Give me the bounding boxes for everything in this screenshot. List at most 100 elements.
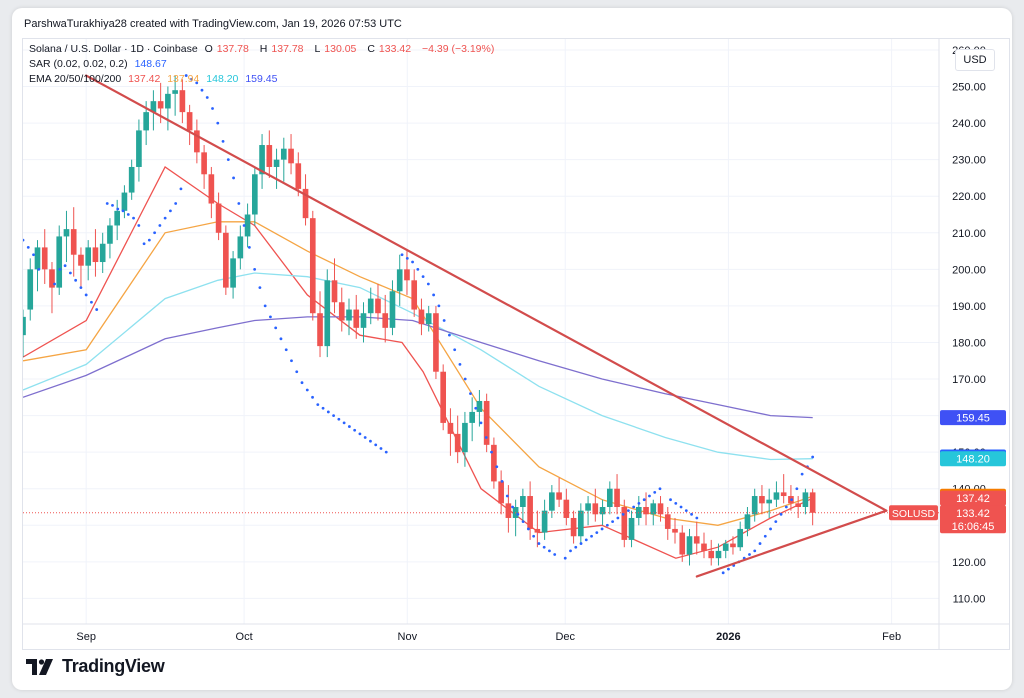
sar-dot-52 [311, 395, 314, 399]
price-tag-label-4: 137.42 [956, 493, 990, 505]
sar-dot-128 [753, 549, 757, 553]
candle-body-4 [49, 269, 55, 288]
candle-body-93 [693, 536, 700, 544]
sar-dot-10 [84, 293, 88, 297]
candle-body-89 [664, 514, 671, 529]
price-tag-label-0: 159.45 [956, 413, 990, 425]
sar-dot-102 [590, 534, 593, 538]
candle-body-58 [440, 371, 447, 423]
sar-dot-108 [621, 512, 625, 516]
tradingview-logo[interactable]: TradingView [26, 656, 165, 677]
candle-body-108 [802, 492, 809, 507]
currency-button[interactable]: USD [955, 49, 995, 71]
candle-body-14 [121, 192, 128, 211]
candle-body-24 [194, 130, 200, 153]
sar-dot-35 [221, 139, 225, 143]
sar-dot-53 [316, 403, 320, 407]
sar-dot-78 [458, 363, 462, 366]
sar-dot-129 [758, 542, 762, 545]
candle-body-32 [252, 174, 258, 215]
sar-dot-58 [342, 421, 346, 425]
price-tag-bg-2 [940, 451, 1006, 467]
candle-body-102 [759, 496, 765, 504]
sar-dot-90 [521, 520, 525, 524]
sar-dot-72 [426, 282, 430, 286]
y-tick-label-11: 220.00 [952, 191, 986, 203]
sar-dot-120 [690, 512, 693, 516]
sar-dot-137 [800, 472, 804, 476]
candle-body-6 [63, 229, 70, 237]
candle-body-83 [621, 507, 628, 540]
ema-line-1 [23, 166, 813, 559]
candle-body-72 [541, 510, 548, 533]
candle-body-51 [389, 291, 396, 328]
candle-body-104 [773, 492, 780, 500]
sar-dot-5 [58, 267, 62, 271]
sar-dot-99 [574, 545, 578, 549]
chart-credit: ParshwaTurakhiya28 created with TradingV… [24, 18, 402, 30]
sar-dot-73 [432, 293, 436, 297]
candle-body-45 [346, 309, 352, 321]
sar-dot-41 [253, 267, 257, 271]
sar-dot-60 [353, 428, 357, 432]
candle-body-95 [708, 550, 715, 559]
x-tick-label-0: Sep [76, 631, 96, 643]
sar-dot-75 [442, 319, 446, 322]
x-tick-label-2: Nov [398, 631, 418, 643]
sar-dot-139 [811, 455, 815, 459]
sar-dot-42 [258, 286, 262, 290]
sar-dot-95 [548, 549, 551, 553]
candle-body-10 [92, 247, 99, 263]
candle-body-11 [99, 243, 106, 263]
candle-body-52 [396, 269, 403, 292]
candle-body-63 [476, 400, 483, 412]
chart-card: ParshwaTurakhiya28 created with TradingV… [12, 8, 1012, 690]
sar-dot-103 [595, 531, 599, 534]
sar-dot-92 [532, 534, 536, 538]
candle-body-109 [809, 492, 816, 513]
sar-dot-69 [411, 260, 414, 264]
sar-dot-28 [184, 74, 188, 77]
candle-body-71 [534, 528, 541, 533]
x-tick-label-3: Dec [555, 631, 575, 643]
sar-dot-49 [295, 370, 299, 374]
candle-body-101 [751, 496, 758, 515]
sar-dot-104 [600, 527, 604, 531]
price-tag-bg-0 [940, 410, 1006, 426]
sar-dot-94 [542, 545, 546, 549]
candle-body-79 [592, 503, 599, 515]
sar-dot-36 [226, 158, 230, 162]
candle-body-96 [715, 550, 722, 559]
candle-body-53 [404, 269, 410, 281]
x-tick-label-4: 2026 [716, 631, 740, 643]
sar-dot-114 [653, 490, 657, 494]
candle-body-75 [563, 499, 570, 518]
sar-dot-15 [116, 207, 120, 211]
candle-body-99 [737, 528, 744, 548]
y-tick-label-7: 180.00 [952, 337, 986, 349]
price-chart[interactable]: 110.00120.00130.00140.00150.00160.00170.… [23, 39, 1009, 649]
candle-body-100 [744, 514, 751, 529]
sar-dot-4 [53, 282, 56, 286]
candle-body-23 [186, 112, 193, 131]
sar-dot-83 [484, 436, 488, 439]
sar-dot-135 [790, 498, 793, 502]
candle-body-1 [27, 269, 34, 310]
candle-body-37 [288, 148, 294, 164]
sar-dot-48 [290, 359, 293, 363]
sar-dot-1 [26, 246, 30, 249]
sar-dot-97 [563, 556, 567, 560]
chart-frame[interactable]: 110.00120.00130.00140.00150.00160.00170.… [22, 38, 1010, 650]
sar-dot-118 [679, 505, 683, 509]
candle-body-8 [78, 254, 84, 266]
sar-dot-89 [516, 512, 520, 516]
candle-body-20 [165, 93, 171, 109]
sar-dot-2 [32, 253, 35, 257]
sar-dot-18 [132, 216, 135, 220]
sar-dot-136 [795, 487, 799, 491]
sar-dot-47 [284, 348, 288, 352]
y-tick-label-13: 240.00 [952, 118, 986, 130]
sar-dot-32 [205, 96, 209, 99]
sar-dot-81 [474, 406, 478, 410]
sar-dot-8 [74, 278, 78, 282]
